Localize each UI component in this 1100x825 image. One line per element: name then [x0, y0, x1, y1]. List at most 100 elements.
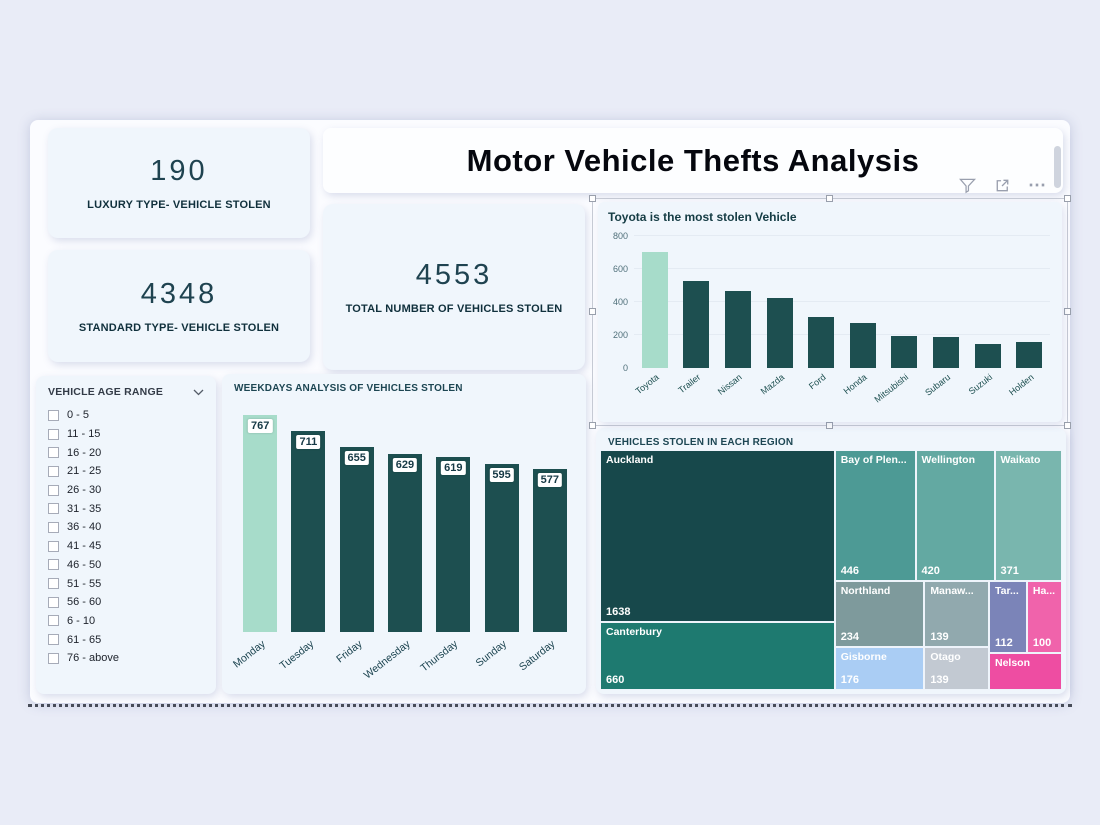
checkbox[interactable]	[48, 540, 59, 552]
treemap-tile-manaw[interactable]: Manaw... 139	[924, 581, 989, 648]
checkbox[interactable]	[48, 447, 59, 459]
treemap-tile-bayofplen[interactable]: Bay of Plen... 446	[834, 450, 916, 582]
checkbox[interactable]	[48, 559, 59, 571]
resize-handle[interactable]	[1064, 195, 1071, 202]
bar-subaru[interactable]	[932, 336, 959, 368]
slicer-option[interactable]: 76 - above	[48, 649, 216, 668]
treemap-tile-canterbury[interactable]: Canterbury 660	[600, 622, 835, 690]
bar-holden[interactable]	[1016, 342, 1043, 368]
checkbox[interactable]	[48, 578, 59, 590]
slicer-option[interactable]: 61 - 65	[48, 630, 216, 649]
gridline	[634, 301, 1050, 302]
x-axis-label: Mitsubishi	[872, 372, 911, 405]
brand-column-nissan[interactable]: Nissan	[716, 236, 759, 397]
brand-column-holden[interactable]: Holden	[1007, 236, 1050, 397]
bar-saturday[interactable]: 577	[532, 469, 567, 632]
brand-column-honda[interactable]: Honda	[842, 236, 884, 396]
treemap-tile-nelson[interactable]: Nelson	[989, 652, 1062, 690]
slicer-option[interactable]: 21 - 25	[48, 462, 216, 481]
region-name: Auckland	[606, 454, 654, 466]
slicer-option[interactable]: 31 - 35	[48, 499, 216, 518]
brand-column-suzuki[interactable]: Suzuki	[966, 236, 1009, 397]
brand-bars: Toyota Trailer Nissan Mazda Ford Honda Mitsubi…	[634, 236, 1050, 405]
slicer-option[interactable]: 51 - 55	[48, 574, 216, 593]
brand-bar-chart: Toyota is the most stolen Vehicle 0 200 40…	[598, 202, 1062, 422]
bar-ford[interactable]	[808, 316, 835, 368]
bar-friday[interactable]: 655	[339, 446, 374, 632]
slicer-option[interactable]: 46 - 50	[48, 556, 216, 575]
bar-tuesday[interactable]: 711	[291, 431, 326, 632]
slicer-header[interactable]: VEHICLE AGE RANGE	[36, 376, 216, 402]
kpi-card-luxury: 190 LUXURY TYPE- VEHICLE STOLEN	[48, 128, 310, 238]
treemap-tile-ha[interactable]: Ha... 100	[1026, 581, 1062, 653]
bar-sunday[interactable]: 595	[484, 463, 519, 632]
focus-mode-icon[interactable]	[993, 176, 1012, 195]
brand-column-toyota[interactable]: Toyota	[634, 236, 676, 396]
treemap-tile-northland[interactable]: Northland 234	[834, 581, 925, 648]
treemap-tile-auckland[interactable]: Auckland 1638	[600, 450, 835, 623]
checkbox[interactable]	[48, 503, 59, 515]
slicer-option[interactable]: 11 - 15	[48, 425, 216, 444]
slicer-option[interactable]: 0 - 5	[48, 406, 216, 425]
week-column-thursday[interactable]: 619 Thursday	[419, 406, 477, 674]
week-column-sunday[interactable]: 595 Sunday	[473, 406, 525, 669]
week-column-friday[interactable]: 655 Friday	[333, 406, 381, 665]
checkbox[interactable]	[48, 428, 59, 440]
treemap-tile-wellington[interactable]: Wellington 420	[915, 450, 995, 582]
resize-handle[interactable]	[589, 422, 596, 429]
checkbox[interactable]	[48, 521, 59, 533]
brand-column-mazda[interactable]: Mazda	[758, 236, 801, 397]
region-name: Northland	[840, 585, 891, 598]
bar-honda[interactable]	[849, 323, 876, 368]
bar-thursday[interactable]: 619	[436, 457, 471, 632]
y-axis-tick: 400	[612, 297, 628, 307]
treemap-tile-tar[interactable]: Tar... 112	[989, 581, 1027, 653]
weekday-bar-chart: WEEKDAYS ANALYSIS OF VEHICLES STOLEN 767…	[222, 374, 586, 694]
checkbox[interactable]	[48, 634, 59, 646]
kpi-label-luxury: LUXURY TYPE- VEHICLE STOLEN	[87, 199, 271, 211]
bar-monday[interactable]: 767	[243, 415, 278, 632]
region-treemap: VEHICLES STOLEN IN EACH REGION Auckland 1…	[596, 428, 1066, 694]
brand-column-ford[interactable]: Ford	[800, 236, 842, 391]
slicer-option[interactable]: 56 - 60	[48, 593, 216, 612]
bar-mitsubishi[interactable]	[891, 335, 918, 368]
resize-handle[interactable]	[1064, 422, 1071, 429]
slicer-option[interactable]: 16 - 20	[48, 443, 216, 462]
bar-trailer[interactable]	[683, 280, 710, 368]
slicer-option[interactable]: 41 - 45	[48, 537, 216, 556]
resize-handle[interactable]	[1064, 308, 1071, 315]
slicer-option[interactable]: 6 - 10	[48, 612, 216, 631]
resize-handle[interactable]	[826, 195, 833, 202]
slicer-option[interactable]: 26 - 30	[48, 481, 216, 500]
filter-funnel-icon[interactable]	[958, 176, 977, 195]
treemap-tile-waikato[interactable]: Waikato 371	[994, 450, 1062, 582]
resize-handle[interactable]	[826, 422, 833, 429]
checkbox[interactable]	[48, 465, 59, 477]
checkbox[interactable]	[48, 596, 59, 608]
bar-toyota[interactable]	[641, 251, 668, 368]
checkbox[interactable]	[48, 409, 59, 421]
checkbox[interactable]	[48, 484, 59, 496]
bar-suzuki[interactable]	[974, 343, 1001, 368]
checkbox[interactable]	[48, 615, 59, 627]
scrollbar-thumb[interactable]	[1054, 146, 1061, 188]
week-column-saturday[interactable]: 577 Saturday	[517, 406, 574, 673]
resize-handle[interactable]	[589, 308, 596, 315]
brand-column-trailer[interactable]: Trailer	[676, 236, 718, 395]
week-column-monday[interactable]: 767 Monday	[231, 406, 284, 670]
slicer-option-label: 56 - 60	[67, 596, 102, 609]
bar-wednesday[interactable]: 629	[387, 454, 422, 632]
treemap-tile-gisborne[interactable]: Gisborne 176	[834, 647, 925, 690]
brand-column-mitsubishi[interactable]: Mitsubishi	[873, 236, 926, 405]
bar-mazda[interactable]	[766, 297, 793, 368]
bar-nissan[interactable]	[724, 291, 751, 368]
chevron-down-icon[interactable]	[193, 389, 204, 396]
week-column-tuesday[interactable]: 711 Tuesday	[277, 406, 332, 672]
resize-handle[interactable]	[589, 195, 596, 202]
checkbox[interactable]	[48, 652, 59, 664]
brand-column-subaru[interactable]: Subaru	[923, 236, 967, 398]
more-options-icon[interactable]: ⋯	[1028, 175, 1046, 195]
slicer-option[interactable]: 36 - 40	[48, 518, 216, 537]
week-column-wednesday[interactable]: 629 Wednesday	[361, 406, 429, 681]
treemap-tile-otago[interactable]: Otago 139	[924, 647, 989, 690]
